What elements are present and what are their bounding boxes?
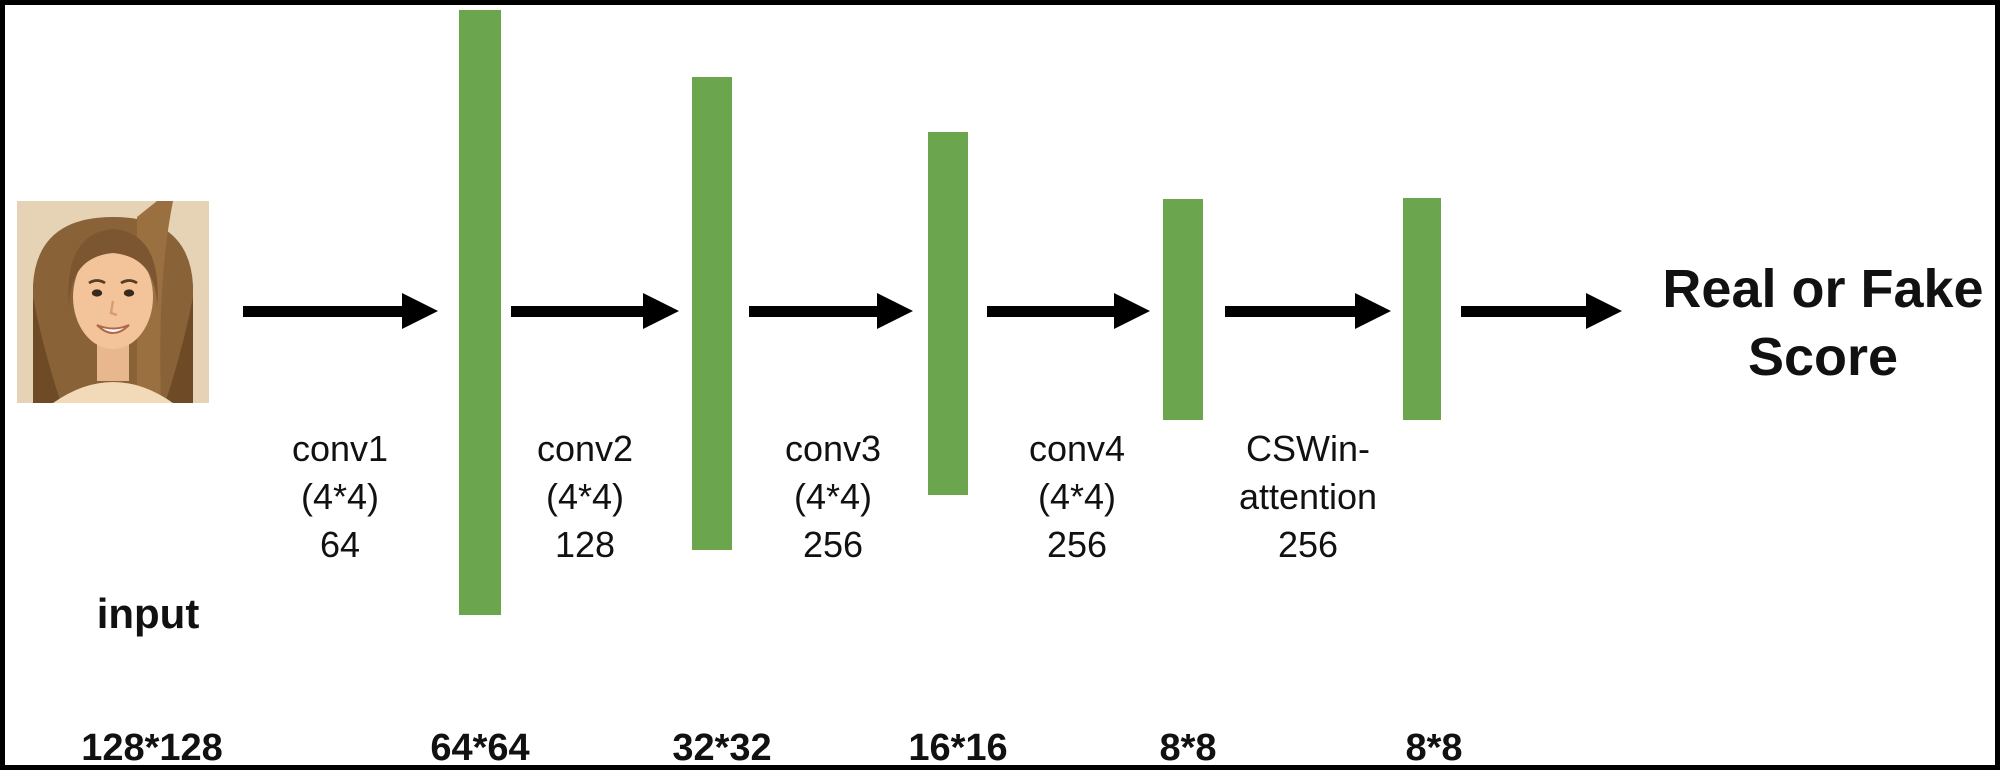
arrow-shaft <box>987 305 1114 317</box>
size-label-5: 8*8 <box>1405 727 1463 769</box>
op-line: 64 <box>319 524 361 565</box>
size-label-1: 64*64 <box>430 727 530 769</box>
op-label-conv4: conv4 (4*4) 256 <box>1029 425 1125 569</box>
flow-arrow-6 <box>1461 293 1622 329</box>
feature-map-bar-4 <box>1163 199 1203 420</box>
size-label-2: 32*32 <box>672 727 772 769</box>
arrow-head-icon <box>402 293 438 329</box>
flow-arrow-1 <box>243 293 438 329</box>
arrow-head-icon <box>1114 293 1150 329</box>
op-line: (4*4) <box>545 476 625 517</box>
op-label-conv3: conv3 (4*4) 256 <box>785 425 881 569</box>
op-line: CSWin- <box>1246 428 1370 469</box>
arrow-shaft <box>243 305 402 317</box>
input-face-image <box>17 201 209 403</box>
arrow-head-icon <box>877 293 913 329</box>
size-label-3: 16*16 <box>908 727 1008 769</box>
op-line: 128 <box>554 524 616 565</box>
flow-arrow-3 <box>749 293 913 329</box>
arrow-shaft <box>749 305 877 317</box>
op-label-conv2: conv2 (4*4) 128 <box>537 425 633 569</box>
size-label-input: 128*128 <box>81 727 223 769</box>
flow-arrow-5 <box>1225 293 1391 329</box>
op-line: (4*4) <box>1037 476 1117 517</box>
op-label-cswin-attention: CSWin- attention 256 <box>1239 425 1377 569</box>
feature-map-bar-1 <box>459 10 501 615</box>
arrow-head-icon <box>1586 293 1622 329</box>
feature-map-bar-5 <box>1403 198 1441 420</box>
op-line: conv1 <box>291 428 389 469</box>
op-line: 256 <box>1046 524 1108 565</box>
feature-map-bar-2 <box>692 77 732 550</box>
op-line: (4*4) <box>793 476 873 517</box>
arrow-head-icon <box>1355 293 1391 329</box>
flow-arrow-4 <box>987 293 1150 329</box>
input-label: input <box>96 590 200 637</box>
op-line: attention <box>1238 476 1378 517</box>
op-line: (4*4) <box>300 476 380 517</box>
face-illustration <box>17 201 209 403</box>
output-line: Score <box>1747 327 1899 387</box>
arrow-shaft <box>1225 305 1355 317</box>
op-label-conv1: conv1 (4*4) 64 <box>292 425 388 569</box>
arrow-shaft <box>511 305 643 317</box>
op-line: 256 <box>1277 524 1339 565</box>
flow-arrow-2 <box>511 293 679 329</box>
output-line: Real or Fake <box>1662 259 1984 319</box>
output-label: Real or Fake Score <box>1662 255 1983 391</box>
op-line: conv3 <box>784 428 882 469</box>
op-line: conv2 <box>536 428 634 469</box>
size-label-4: 8*8 <box>1159 727 1217 769</box>
feature-map-bar-3 <box>928 132 968 495</box>
op-line: conv4 <box>1028 428 1126 469</box>
arrow-shaft <box>1461 305 1586 317</box>
op-line: 256 <box>802 524 864 565</box>
arrow-head-icon <box>643 293 679 329</box>
